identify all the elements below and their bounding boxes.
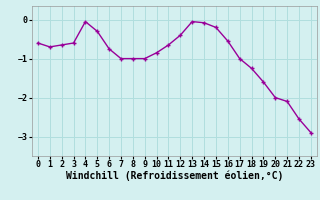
X-axis label: Windchill (Refroidissement éolien,°C): Windchill (Refroidissement éolien,°C) xyxy=(66,171,283,181)
